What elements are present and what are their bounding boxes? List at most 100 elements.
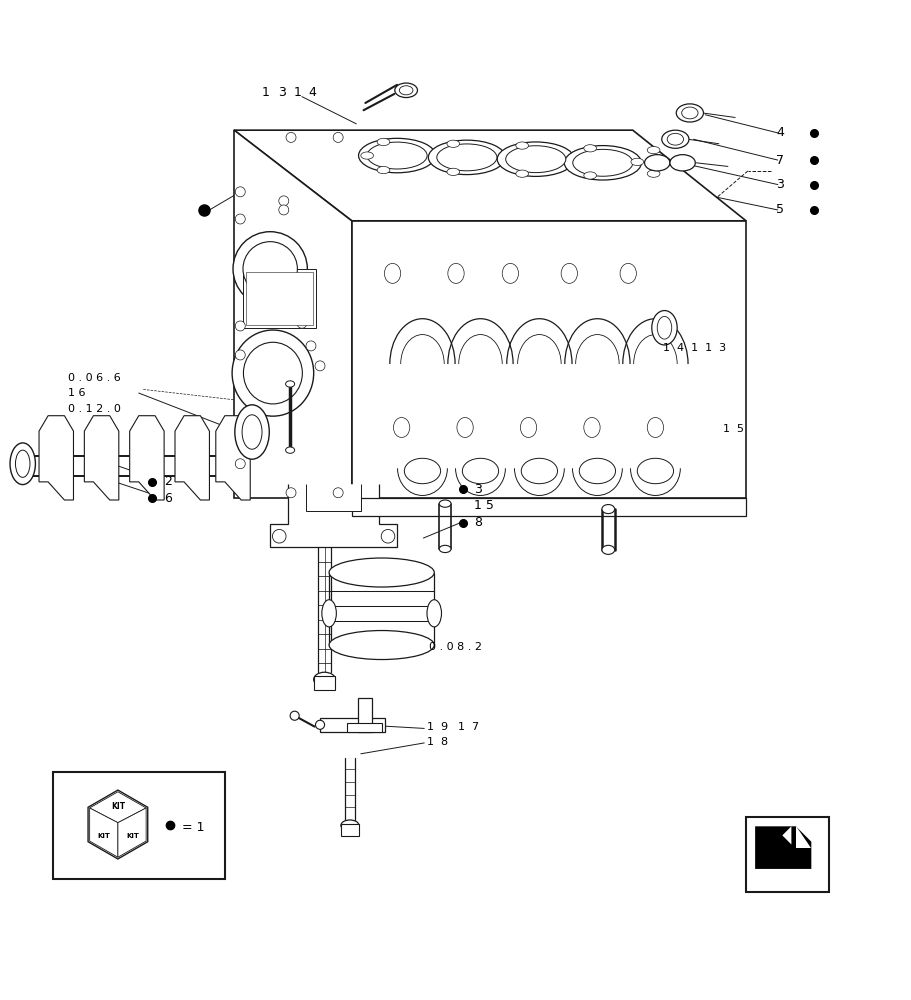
Text: 3: 3 bbox=[775, 178, 783, 191]
Ellipse shape bbox=[651, 311, 677, 345]
Ellipse shape bbox=[583, 418, 599, 437]
Ellipse shape bbox=[286, 488, 296, 498]
Ellipse shape bbox=[619, 263, 636, 283]
Ellipse shape bbox=[235, 214, 245, 224]
Ellipse shape bbox=[333, 488, 343, 498]
Ellipse shape bbox=[242, 242, 297, 296]
Bar bbox=[745, 817, 828, 892]
Ellipse shape bbox=[647, 418, 663, 437]
Ellipse shape bbox=[428, 140, 505, 175]
Text: 1 5: 1 5 bbox=[474, 499, 494, 512]
Polygon shape bbox=[118, 808, 146, 857]
Ellipse shape bbox=[235, 187, 245, 197]
Text: 1: 1 bbox=[261, 86, 270, 99]
Text: 3: 3 bbox=[474, 483, 482, 496]
Text: = 1: = 1 bbox=[182, 821, 205, 834]
Polygon shape bbox=[84, 416, 118, 500]
Text: 5: 5 bbox=[775, 203, 783, 216]
Ellipse shape bbox=[667, 133, 682, 145]
Polygon shape bbox=[233, 130, 745, 221]
Text: 3: 3 bbox=[278, 86, 285, 99]
Polygon shape bbox=[39, 416, 74, 500]
Text: 4: 4 bbox=[775, 126, 783, 139]
Text: KIT: KIT bbox=[111, 802, 125, 811]
Polygon shape bbox=[795, 826, 811, 848]
Ellipse shape bbox=[630, 158, 643, 166]
Ellipse shape bbox=[502, 263, 518, 283]
Ellipse shape bbox=[381, 529, 394, 543]
Ellipse shape bbox=[521, 458, 557, 484]
Polygon shape bbox=[233, 130, 352, 498]
Ellipse shape bbox=[436, 144, 496, 171]
Ellipse shape bbox=[285, 447, 294, 453]
Ellipse shape bbox=[279, 205, 289, 215]
Text: 1  9: 1 9 bbox=[426, 722, 447, 732]
Ellipse shape bbox=[456, 418, 473, 437]
Ellipse shape bbox=[329, 631, 434, 660]
Ellipse shape bbox=[560, 263, 577, 283]
Ellipse shape bbox=[235, 459, 245, 469]
Ellipse shape bbox=[366, 142, 426, 169]
Ellipse shape bbox=[322, 600, 336, 627]
Ellipse shape bbox=[10, 443, 36, 485]
Ellipse shape bbox=[384, 263, 400, 283]
Text: 2: 2 bbox=[164, 475, 172, 488]
Ellipse shape bbox=[506, 146, 565, 173]
Text: 7: 7 bbox=[775, 154, 783, 167]
Polygon shape bbox=[216, 416, 250, 500]
Ellipse shape bbox=[286, 132, 296, 142]
Ellipse shape bbox=[520, 418, 536, 437]
Ellipse shape bbox=[15, 450, 30, 477]
Polygon shape bbox=[352, 498, 745, 516]
Ellipse shape bbox=[297, 318, 307, 328]
Ellipse shape bbox=[313, 672, 335, 687]
Ellipse shape bbox=[285, 381, 294, 387]
Ellipse shape bbox=[234, 405, 269, 459]
Text: 6: 6 bbox=[164, 492, 172, 505]
Ellipse shape bbox=[394, 83, 417, 98]
Text: 0 . 0 8 . 2: 0 . 0 8 . 2 bbox=[428, 642, 481, 652]
Ellipse shape bbox=[661, 130, 688, 148]
Ellipse shape bbox=[235, 321, 245, 331]
Ellipse shape bbox=[601, 505, 614, 514]
Ellipse shape bbox=[670, 155, 694, 171]
Ellipse shape bbox=[583, 172, 596, 179]
Ellipse shape bbox=[676, 104, 702, 122]
Ellipse shape bbox=[446, 168, 459, 175]
Ellipse shape bbox=[644, 155, 670, 171]
Ellipse shape bbox=[647, 170, 660, 177]
Ellipse shape bbox=[404, 458, 440, 484]
Ellipse shape bbox=[516, 170, 528, 177]
Ellipse shape bbox=[647, 146, 660, 154]
Ellipse shape bbox=[341, 820, 359, 831]
Text: 1  5: 1 5 bbox=[722, 424, 743, 434]
Polygon shape bbox=[352, 221, 745, 498]
Polygon shape bbox=[129, 416, 164, 500]
Ellipse shape bbox=[496, 142, 574, 176]
Ellipse shape bbox=[572, 149, 632, 176]
Polygon shape bbox=[306, 484, 361, 511]
Ellipse shape bbox=[439, 545, 451, 553]
Bar bbox=[53, 772, 225, 879]
Ellipse shape bbox=[279, 196, 289, 206]
Polygon shape bbox=[782, 826, 791, 844]
Bar bbox=[347, 723, 381, 732]
Ellipse shape bbox=[272, 529, 286, 543]
Text: 0 . 0 6 . 6: 0 . 0 6 . 6 bbox=[68, 373, 120, 383]
Bar bbox=[329, 573, 434, 645]
Ellipse shape bbox=[361, 152, 374, 159]
Ellipse shape bbox=[578, 458, 615, 484]
Ellipse shape bbox=[377, 138, 389, 146]
Ellipse shape bbox=[439, 500, 451, 507]
Polygon shape bbox=[89, 808, 118, 857]
Ellipse shape bbox=[426, 600, 441, 627]
Bar bbox=[358, 698, 372, 732]
Ellipse shape bbox=[446, 140, 459, 147]
Bar bbox=[320, 718, 384, 732]
Text: 8: 8 bbox=[474, 516, 482, 529]
Ellipse shape bbox=[377, 166, 389, 174]
Ellipse shape bbox=[232, 232, 307, 306]
Ellipse shape bbox=[314, 361, 324, 371]
Ellipse shape bbox=[243, 342, 302, 404]
Ellipse shape bbox=[447, 263, 464, 283]
